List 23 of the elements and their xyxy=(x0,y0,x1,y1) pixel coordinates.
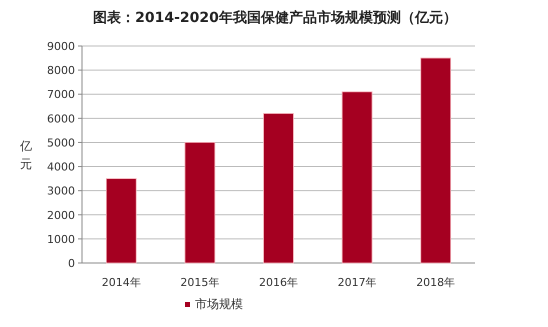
x-tick-label: 2017年 xyxy=(338,276,377,289)
bar xyxy=(263,113,294,264)
bar xyxy=(106,178,137,264)
y-tick-label: 3000 xyxy=(47,184,75,198)
bar xyxy=(342,91,372,264)
chart-title: 图表：2014-2020年我国保健产品市场规模预测（亿元） xyxy=(93,9,457,26)
x-tick-label: 2016年 xyxy=(259,276,298,289)
y-tick-label: 0 xyxy=(68,257,75,270)
y-tick-label: 6000 xyxy=(47,112,75,126)
y-tick-label: 7000 xyxy=(47,88,75,102)
bar xyxy=(420,58,452,264)
bar xyxy=(184,142,216,264)
y-tick-label: 9000 xyxy=(47,40,75,53)
x-tick-label: 2015年 xyxy=(180,276,220,289)
y-tick-label: 8000 xyxy=(47,64,75,78)
y-tick-label: 1000 xyxy=(47,232,75,246)
y-axis-title: 亿元 xyxy=(19,139,32,171)
y-tick-label: 4000 xyxy=(47,160,75,174)
x-tick-label: 2018年 xyxy=(416,276,456,289)
y-tick-label: 5000 xyxy=(47,136,75,150)
legend-label: 市场规模 xyxy=(195,297,243,311)
x-tick-label: 2014年 xyxy=(102,276,141,289)
y-tick-label: 2000 xyxy=(47,208,75,222)
